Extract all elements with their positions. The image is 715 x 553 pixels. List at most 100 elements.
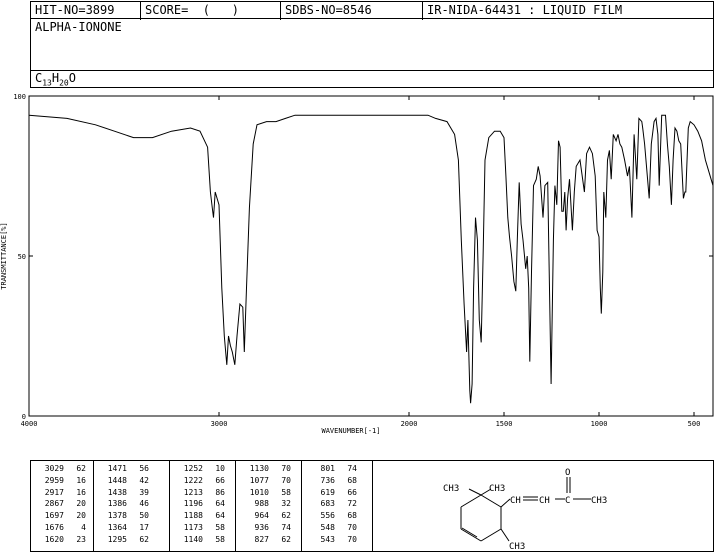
- peak-wavenumber: 1173: [183, 523, 203, 532]
- peak-transmittance: 4: [81, 523, 86, 532]
- sdbs-number: SDBS-NO=8546: [281, 2, 423, 20]
- peak-row: 1364 17: [101, 523, 149, 533]
- chain-bond: [500, 498, 511, 508]
- methyl-label: CH3: [443, 484, 459, 494]
- peak-column: 1252 10 1222 66 1213 86 1196 64 1188 64 1173 58 1140…: [170, 461, 236, 551]
- peak-row: 1697 20: [38, 511, 86, 521]
- ring-bond: [460, 494, 482, 508]
- x-axis-label: WAVENUMBER[-1]: [321, 427, 380, 435]
- peak-row: 1252 10: [177, 464, 225, 474]
- peak-row: 683 72: [309, 499, 357, 509]
- peak-wavenumber: 988: [254, 499, 269, 509]
- peak-wavenumber: 1697: [44, 511, 64, 521]
- peak-row: 1471 56: [101, 464, 149, 474]
- ring-bond: [480, 528, 502, 542]
- peak-wavenumber: 543: [320, 534, 335, 544]
- source-method: IR-NIDA-64431 : LIQUID FILM: [427, 3, 623, 17]
- peak-wavenumber: 1295: [107, 534, 127, 544]
- peak-row: 548 70: [309, 523, 357, 533]
- ch-label: CH: [510, 496, 521, 506]
- peak-transmittance: 72: [347, 499, 357, 509]
- molecular-formula: C13H20O: [35, 71, 76, 88]
- peak-row: 1196 64: [177, 499, 225, 509]
- peak-row: 1188 64: [177, 511, 225, 521]
- peak-row: 543 70: [309, 535, 357, 545]
- peak-transmittance: 62: [281, 511, 291, 521]
- peak-wavenumber: 936: [254, 523, 269, 532]
- peak-transmittance: 58: [215, 523, 225, 532]
- peak-transmittance: 70: [281, 475, 291, 485]
- peak-wavenumber: 1010: [249, 487, 269, 497]
- x-tick-label: 2000: [401, 420, 418, 428]
- peak-transmittance: 62: [139, 534, 149, 544]
- peak-row: 619 66: [309, 488, 357, 498]
- peak-wavenumber: 3029: [44, 464, 64, 473]
- peak-column: 801 74 736 68 619 66 683 72 556 68 548 70 543 70: [302, 461, 373, 551]
- peak-transmittance: 64: [215, 499, 225, 509]
- compound-name-box: ALPHA-IONONE: [30, 18, 714, 71]
- peak-wavenumber: 964: [254, 511, 269, 521]
- peak-transmittance: 20: [76, 499, 86, 509]
- peak-row: 736 68: [309, 476, 357, 486]
- peak-wavenumber: 1188: [183, 511, 203, 521]
- peak-table: 3029 62 2959 16 2917 16 2867 20 1697 20 1676 4 1620 2…: [30, 460, 373, 552]
- molecular-structure: CH3 CH3 O CH CH C CH3 CH3: [443, 468, 607, 552]
- peak-transmittance: 70: [281, 464, 291, 473]
- peak-transmittance: 64: [215, 511, 225, 521]
- peak-row: 1010 58: [243, 488, 291, 498]
- peak-wavenumber: 1438: [107, 487, 127, 497]
- peak-transmittance: 68: [347, 511, 357, 521]
- peak-row: 1448 42: [101, 476, 149, 486]
- peak-transmittance: 16: [76, 475, 86, 485]
- peak-wavenumber: 736: [320, 475, 335, 485]
- peak-wavenumber: 1448: [107, 475, 127, 485]
- x-tick-label: 1000: [591, 420, 608, 428]
- peak-row: 2917 16: [38, 488, 86, 498]
- peak-row: 2959 16: [38, 476, 86, 486]
- peak-transmittance: 10: [215, 464, 225, 473]
- peak-wavenumber: 1213: [183, 487, 203, 497]
- peak-transmittance: 32: [281, 499, 291, 509]
- peak-wavenumber: 2867: [44, 499, 64, 509]
- oxygen-label: O: [565, 468, 570, 478]
- peak-wavenumber: 683: [320, 499, 335, 509]
- peak-transmittance: 20: [76, 511, 86, 521]
- peak-row: 1213 86: [177, 488, 225, 498]
- plot-frame: [28, 95, 714, 417]
- peak-row: 1222 66: [177, 476, 225, 486]
- peak-transmittance: 39: [139, 487, 149, 497]
- structure-box: CH3 CH3 O CH CH C CH3 CH3: [372, 460, 714, 552]
- peak-transmittance: 66: [347, 487, 357, 497]
- peak-row: 2867 20: [38, 499, 86, 509]
- hit-number: HIT-NO=3899: [31, 2, 141, 20]
- peak-row: 964 62: [243, 511, 291, 521]
- peak-row: 3029 62: [38, 464, 86, 474]
- peak-column: 1471 56 1448 42 1438 39 1386 46 1378 50 1364 17 1295…: [94, 461, 170, 551]
- ir-spectrum-chart: 4000 3000 2000 1500 1000 500 0 50 100 WAVENUMBER[…: [0, 93, 714, 435]
- peak-wavenumber: 619: [320, 487, 335, 497]
- x-tick-label: 3000: [211, 420, 228, 428]
- peak-transmittance: 66: [215, 475, 225, 485]
- peak-wavenumber: 548: [320, 523, 335, 532]
- peak-row: 1378 50: [101, 511, 149, 521]
- peak-transmittance: 42: [139, 475, 149, 485]
- peak-row: 936 74: [243, 523, 291, 533]
- peak-wavenumber: 1252: [183, 464, 203, 473]
- peak-wavenumber: 1676: [44, 523, 64, 532]
- carbonyl-carbon-label: C: [565, 496, 570, 506]
- peak-transmittance: 70: [347, 534, 357, 544]
- peak-wavenumber: 827: [254, 534, 269, 544]
- peak-row: 1077 70: [243, 476, 291, 486]
- peak-row: 1620 23: [38, 535, 86, 545]
- ring-bond: [480, 494, 502, 508]
- y-axis-label: TRANSMITTANCE[%]: [0, 222, 8, 289]
- peak-transmittance: 62: [281, 534, 291, 544]
- y-tick-label: 0: [22, 413, 26, 421]
- peak-transmittance: 68: [347, 475, 357, 485]
- methyl-bond: [480, 488, 492, 496]
- peak-row: 1140 58: [177, 535, 225, 545]
- peak-wavenumber: 1620: [44, 534, 64, 544]
- peak-transmittance: 23: [76, 534, 86, 544]
- peak-row: 1295 62: [101, 535, 149, 545]
- y-tick-label: 50: [18, 253, 26, 261]
